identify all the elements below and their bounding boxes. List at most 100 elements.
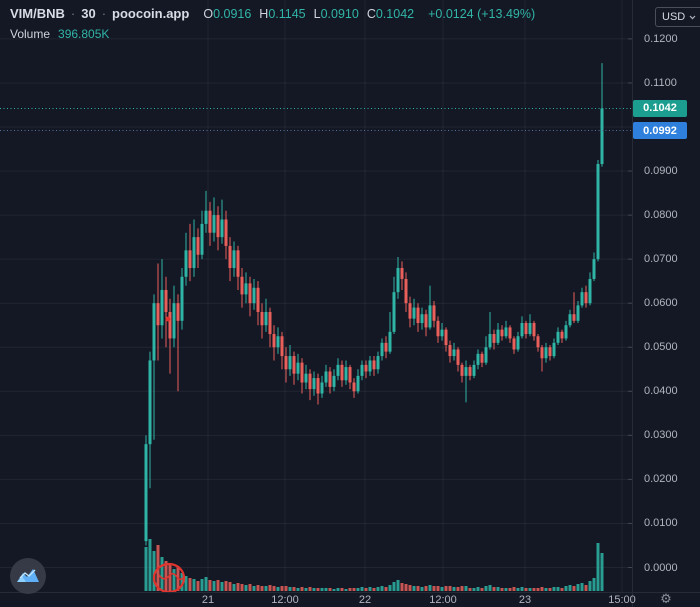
time-axis[interactable]: 21 12:00 22 12:00 23 15:00 <box>0 592 636 607</box>
candle-body <box>532 323 536 337</box>
candle-body <box>528 323 532 335</box>
volume-bar <box>260 586 264 591</box>
candle-body <box>388 331 392 352</box>
candle-body <box>596 164 600 260</box>
chart-legend: VIM/BNB · 30 · poocoin.app O0.0916 H0.11… <box>10 6 535 41</box>
candle-body <box>256 287 260 313</box>
volume-bar <box>540 587 544 591</box>
volume-bar <box>552 587 556 591</box>
volume-bar <box>572 586 576 591</box>
price-axis-border <box>632 0 633 607</box>
open-label: O <box>203 7 214 21</box>
candle-body <box>228 245 232 268</box>
candle-body <box>216 215 220 238</box>
candle-body <box>584 292 588 304</box>
volume-bar <box>588 581 592 591</box>
volume-bar <box>592 578 596 591</box>
volume-bar <box>536 588 540 591</box>
volume-bar <box>332 589 336 591</box>
time-axis-label: 15:00 <box>608 594 636 606</box>
chevron-down-icon <box>689 15 696 19</box>
volume-bar <box>404 584 408 591</box>
currency-label: USD <box>662 11 686 23</box>
volume-bar <box>464 586 468 591</box>
candle-body <box>472 364 476 376</box>
volume-bar <box>300 587 304 591</box>
volume-bar <box>380 586 384 591</box>
candle-body <box>148 360 152 445</box>
candle-body <box>244 283 248 295</box>
tradingview-logo[interactable] <box>10 558 46 599</box>
candle-body <box>392 292 396 332</box>
time-axis-label: 12:00 <box>271 594 299 606</box>
volume-bar <box>436 586 440 591</box>
low-label: L <box>313 7 321 21</box>
volume-bar <box>144 547 148 591</box>
volume-bar <box>348 588 352 591</box>
candle-body <box>548 347 552 357</box>
settings-gear-icon[interactable]: ⚙ <box>660 592 672 607</box>
candle-body <box>348 367 352 383</box>
candle-body <box>332 375 336 387</box>
price-axis-label: 0.0000 <box>644 561 678 574</box>
candle-body <box>420 314 424 324</box>
close-label: C <box>366 7 376 21</box>
bid-price-badge: 0.0992 <box>633 122 687 140</box>
candle-body <box>484 347 488 363</box>
volume-bar <box>224 581 228 591</box>
volume-bar <box>444 586 448 591</box>
price-axis-label: 0.1100 <box>644 76 677 89</box>
currency-selector[interactable]: USD <box>655 7 700 27</box>
candle-body <box>180 276 184 321</box>
symbol-title[interactable]: VIM/BNB <box>10 6 65 21</box>
price-axis-label: 0.0900 <box>644 165 678 178</box>
candle-body <box>200 223 204 255</box>
volume-bar <box>256 585 260 591</box>
candle-body <box>416 307 420 324</box>
candle-body <box>240 276 244 295</box>
candle-body <box>296 362 300 374</box>
candle-body <box>448 345 452 357</box>
candle-body <box>344 367 348 381</box>
candle-body <box>488 334 492 348</box>
volume-bar <box>308 587 312 591</box>
candle-body <box>160 289 164 326</box>
candle-body <box>272 334 276 348</box>
volume-bar <box>440 587 444 591</box>
candle-body <box>300 362 304 383</box>
volume-bar <box>524 588 528 591</box>
volume-bar <box>520 587 524 591</box>
candle-body <box>476 353 480 365</box>
volume-bar <box>248 584 252 591</box>
volume-bar <box>180 573 184 591</box>
candle-body <box>288 356 292 370</box>
volume-bar <box>596 543 600 591</box>
candle-body <box>552 342 556 357</box>
volume-bar <box>304 588 308 591</box>
candle-body <box>468 367 472 376</box>
volume-bar <box>216 580 220 591</box>
candle-body <box>436 320 440 337</box>
volume-bar <box>172 569 176 591</box>
candle-body <box>496 329 500 343</box>
volume-bar <box>336 588 340 591</box>
candle-body <box>588 278 592 304</box>
candle-body <box>380 342 384 357</box>
volume-bar <box>160 557 164 591</box>
volume-bar <box>244 585 248 591</box>
candle-body <box>268 312 272 335</box>
candle-body <box>320 382 324 394</box>
candle-body <box>404 278 408 304</box>
separator-dot: · <box>70 6 76 21</box>
volume-bar <box>396 580 400 591</box>
candle-body <box>352 382 356 392</box>
interval-value[interactable]: 30 <box>81 6 96 21</box>
volume-bar <box>564 586 568 591</box>
time-axis-border <box>0 592 700 593</box>
price-axis[interactable]: 0.1042 0.0992 0.1200 0.1100 0.0900 0.0800 0.… <box>632 0 700 592</box>
candle-body <box>500 329 504 337</box>
candle-body <box>572 314 576 321</box>
volume-bar <box>280 586 284 591</box>
volume-bar <box>532 588 536 591</box>
